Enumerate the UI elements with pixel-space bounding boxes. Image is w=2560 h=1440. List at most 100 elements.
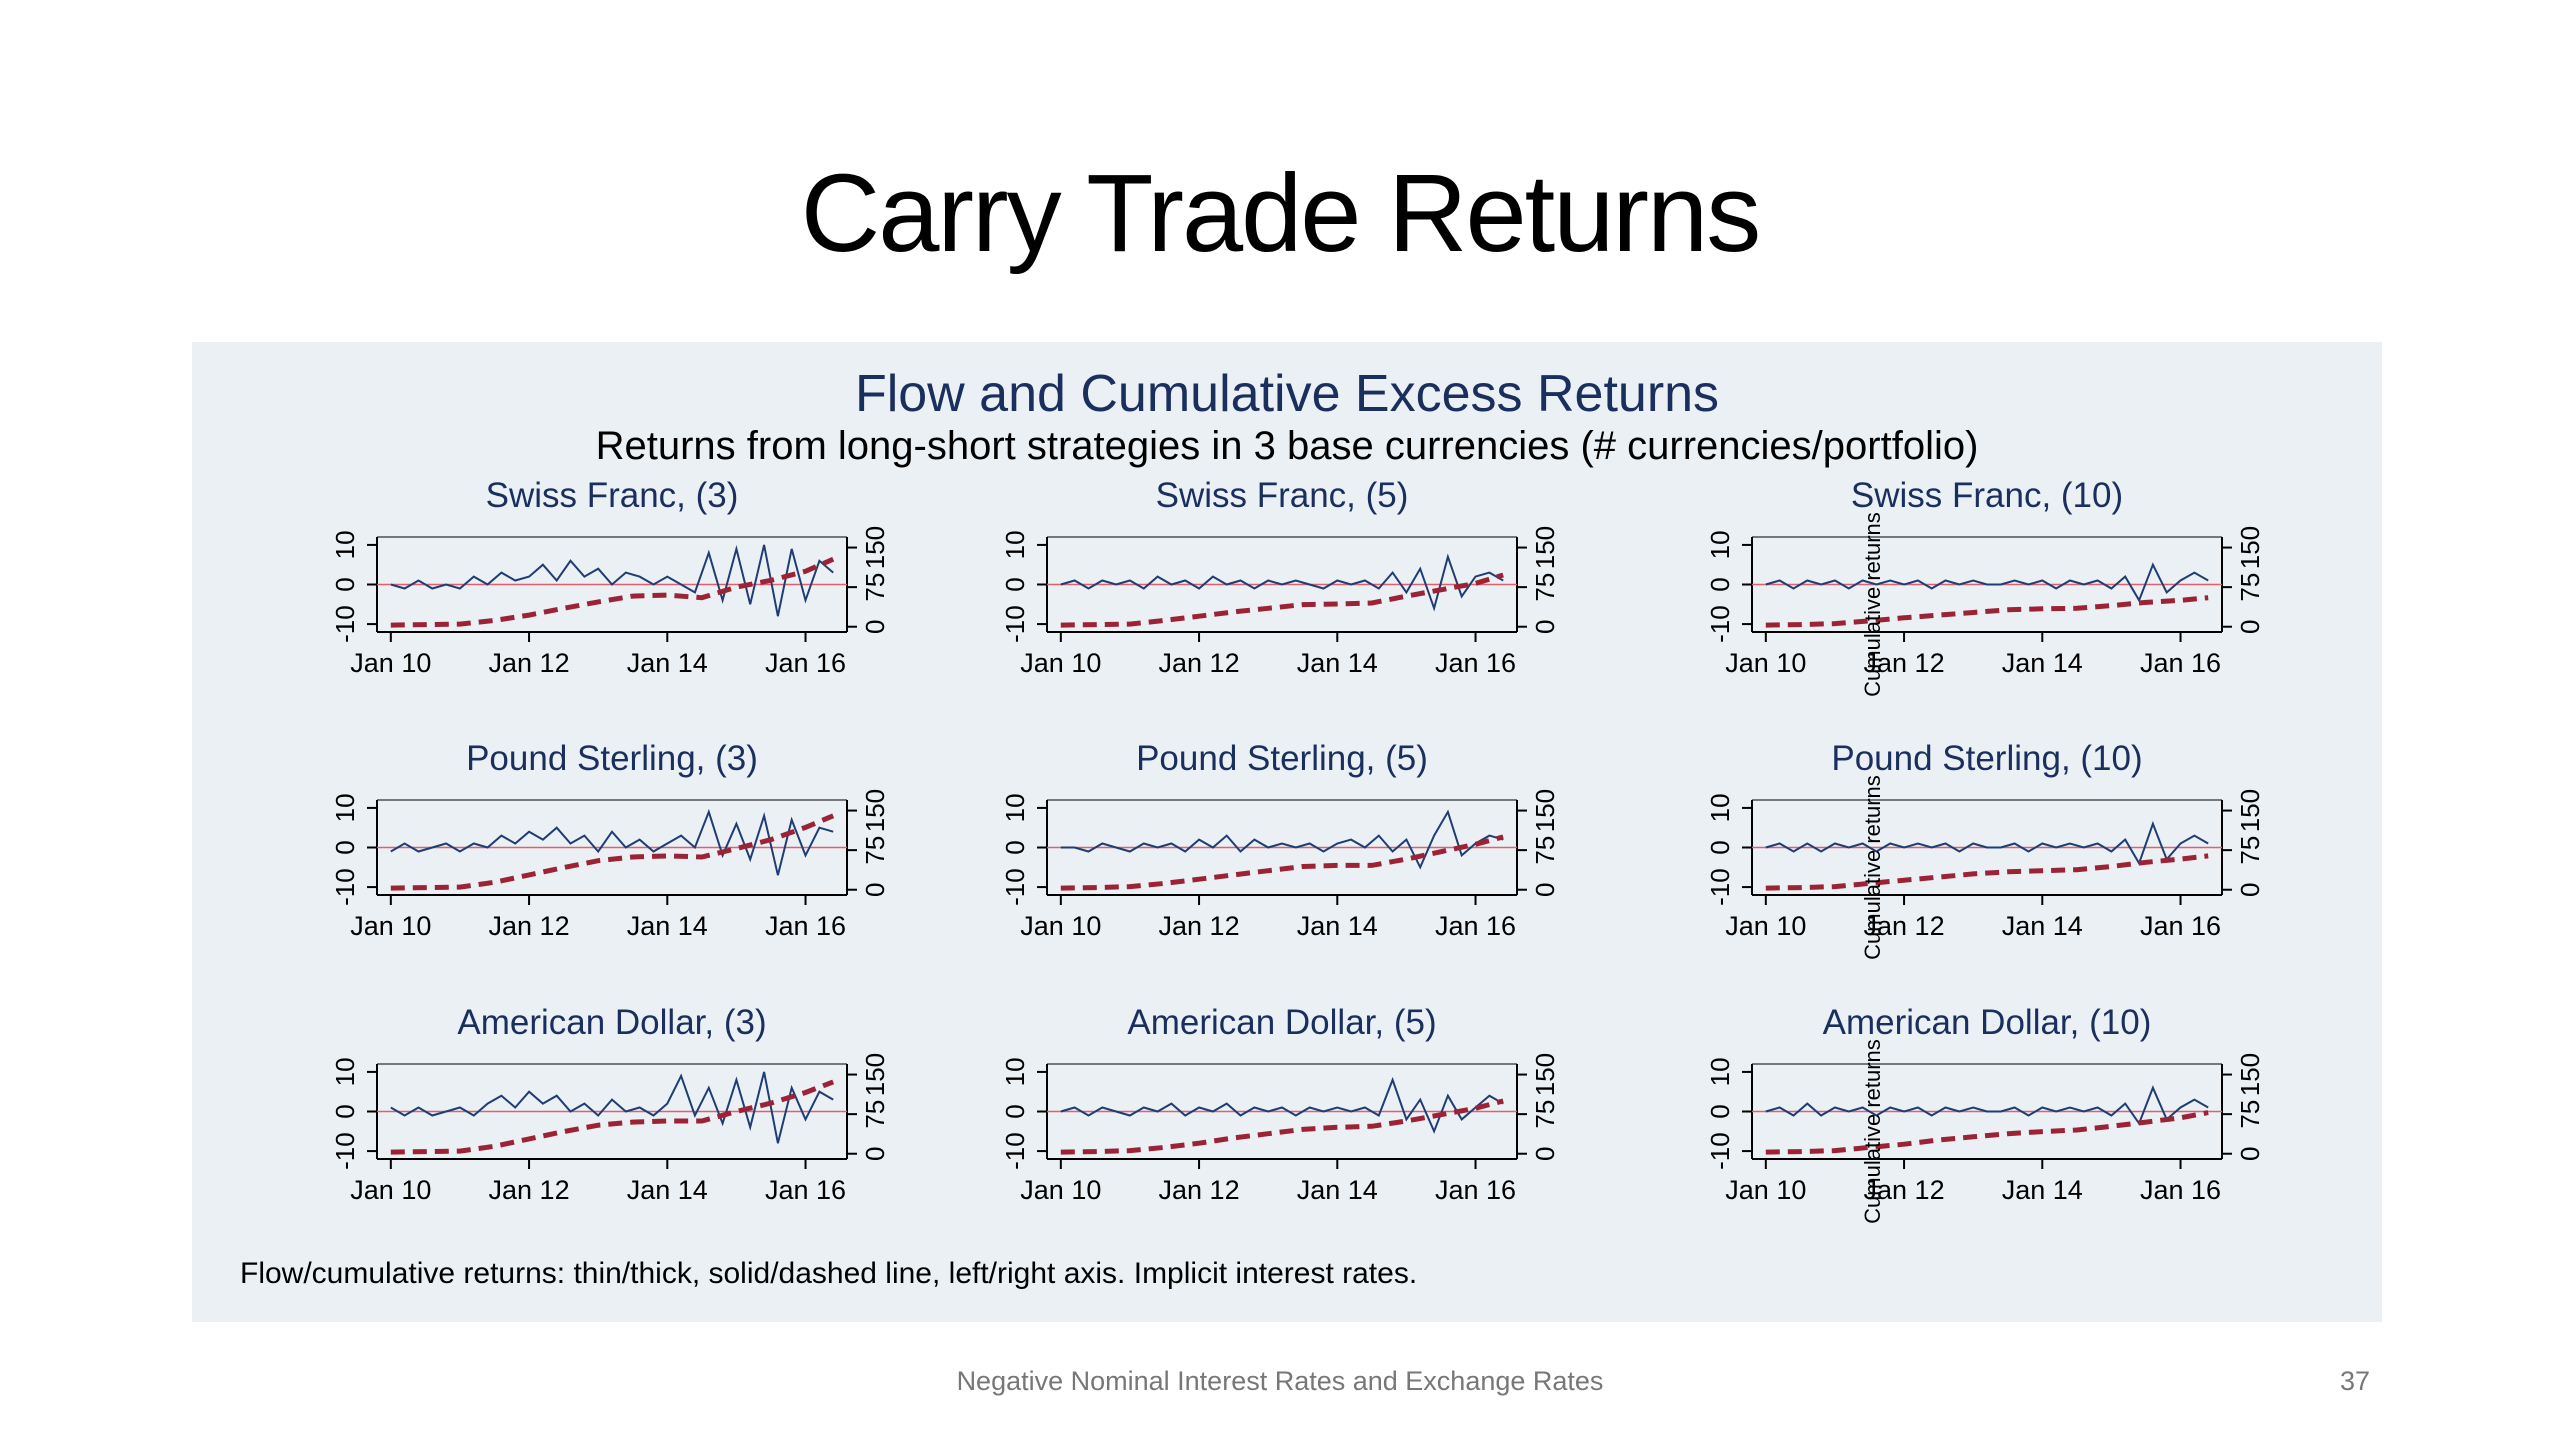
flow-series-line [1060, 809, 1504, 870]
x-tick-label: Jan 10 [350, 911, 431, 941]
x-tick-label: Jan 12 [1864, 648, 1945, 678]
chart-title: Flow and Cumulative Excess Returns [854, 365, 1720, 423]
chart-figure: Flow and Cumulative Excess Returns Retur… [192, 342, 2382, 1322]
right-tick-label: 0 [1530, 1146, 1560, 1160]
x-tick-label: Jan 10 [1725, 911, 1806, 941]
x-tick-label: Jan 10 [1020, 1175, 1101, 1205]
left-tick-label: 10 [330, 1057, 360, 1086]
x-tick-label: Jan 14 [627, 911, 708, 941]
x-tick-label: Jan 14 [1297, 1175, 1378, 1205]
x-tick-label: Jan 12 [1864, 1175, 1945, 1205]
right-tick-label: 75 [1530, 573, 1560, 602]
panel-title: Pound Sterling, (5) [1136, 739, 1428, 778]
left-tick-label: 10 [1000, 793, 1030, 822]
panel-title: American Dollar, (3) [457, 1003, 766, 1042]
left-tick-label: 0 [330, 577, 360, 591]
x-tick-label: Jan 10 [350, 1175, 431, 1205]
right-tick-label: 75 [1530, 836, 1560, 865]
cumulative-series-line [1060, 834, 1504, 891]
left-tick-label: -10 [1705, 605, 1735, 643]
flow-series-line [1765, 820, 2209, 866]
right-tick-label: 150 [860, 1053, 890, 1096]
x-tick-label: Jan 12 [1159, 1175, 1240, 1205]
right-tick-label: 150 [2235, 526, 2265, 569]
x-tick-label: Jan 16 [1435, 911, 1516, 941]
left-tick-label: -10 [1000, 1132, 1030, 1170]
left-tick-label: 0 [1705, 577, 1735, 591]
right-tick-label: 75 [2235, 836, 2265, 865]
left-tick-label: 0 [1000, 840, 1030, 854]
left-tick-label: 10 [330, 793, 360, 822]
x-tick-label: Jan 16 [2140, 1175, 2221, 1205]
left-tick-label: 10 [1000, 530, 1030, 559]
left-tick-label: -10 [1705, 1132, 1735, 1170]
panel-title: Swiss Franc, (10) [1851, 476, 2123, 515]
right-tick-label: 150 [1530, 1053, 1560, 1096]
right-tick-label: 75 [860, 1100, 890, 1129]
cumulative-series-line [1765, 595, 2209, 628]
right-tick-label: 150 [2235, 789, 2265, 832]
slide-footer: Negative Nominal Interest Rates and Exch… [956, 1366, 1604, 1396]
left-tick-label: 10 [1705, 1057, 1735, 1086]
right-tick-label: 150 [1530, 526, 1560, 569]
left-tick-label: 0 [330, 840, 360, 854]
left-tick-label: -10 [330, 1132, 360, 1170]
x-tick-label: Jan 10 [1725, 648, 1806, 678]
x-tick-label: Jan 12 [489, 911, 570, 941]
flow-series-line [1060, 1076, 1504, 1134]
x-tick-label: Jan 16 [1435, 648, 1516, 678]
left-tick-label: 0 [1000, 1104, 1030, 1118]
overlay-axis-label: Cumulative returns [1860, 775, 1885, 960]
x-tick-label: Jan 14 [1297, 911, 1378, 941]
overlay-axis-label: Cumulative returns [1860, 512, 1885, 697]
x-tick-label: Jan 16 [765, 648, 846, 678]
x-tick-label: Jan 10 [1725, 1175, 1806, 1205]
right-tick-label: 75 [860, 573, 890, 602]
x-tick-label: Jan 12 [1159, 911, 1240, 941]
x-tick-label: Jan 10 [350, 648, 431, 678]
left-tick-label: 10 [1705, 793, 1735, 822]
cumulative-series-line [1765, 1110, 2209, 1155]
x-tick-label: Jan 14 [2002, 911, 2083, 941]
right-tick-label: 150 [860, 526, 890, 569]
right-tick-label: 0 [860, 882, 890, 896]
x-tick-label: Jan 14 [627, 1175, 708, 1205]
left-tick-label: -10 [330, 868, 360, 906]
x-tick-label: Jan 16 [765, 1175, 846, 1205]
right-tick-label: 150 [860, 789, 890, 832]
x-tick-label: Jan 16 [1435, 1175, 1516, 1205]
left-tick-label: 10 [1000, 1057, 1030, 1086]
cumulative-series-line [1765, 853, 2209, 891]
chart-note: Flow/cumulative returns: thin/thick, sol… [240, 1257, 1418, 1290]
x-tick-label: Jan 10 [1020, 648, 1101, 678]
x-tick-label: Jan 16 [2140, 911, 2221, 941]
right-tick-label: 0 [1530, 619, 1560, 633]
left-tick-label: -10 [1000, 868, 1030, 906]
cumulative-series-line [1060, 572, 1504, 628]
right-tick-label: 0 [860, 619, 890, 633]
cumulative-series-line [1060, 1098, 1504, 1155]
cumulative-series-line [390, 556, 835, 628]
right-tick-label: 75 [860, 836, 890, 865]
right-tick-label: 150 [1530, 789, 1560, 832]
cumulative-series-line [390, 813, 835, 891]
left-tick-label: 0 [1000, 577, 1030, 591]
panel-title: Swiss Franc, (3) [486, 476, 739, 515]
right-tick-label: 150 [2235, 1053, 2265, 1096]
left-tick-label: 0 [330, 1104, 360, 1118]
right-tick-label: 0 [2235, 1146, 2265, 1160]
right-tick-label: 0 [860, 1146, 890, 1160]
x-tick-label: Jan 12 [489, 1175, 570, 1205]
left-tick-label: -10 [1705, 868, 1735, 906]
flow-series-line [1765, 1085, 2209, 1126]
x-tick-label: Jan 12 [1159, 648, 1240, 678]
panel-title: American Dollar, (5) [1127, 1003, 1436, 1042]
flow-series-line [1765, 562, 2209, 603]
chart-panels: Swiss Franc, (3) -10 0 10 0 75 150 Jan 10 Jan 12… [330, 476, 2265, 1224]
x-tick-label: Jan 16 [765, 911, 846, 941]
left-tick-label: 0 [1705, 840, 1735, 854]
cumulative-series-line [390, 1079, 835, 1155]
right-tick-label: 75 [2235, 1100, 2265, 1129]
x-tick-label: Jan 12 [1864, 911, 1945, 941]
left-tick-label: 10 [330, 530, 360, 559]
